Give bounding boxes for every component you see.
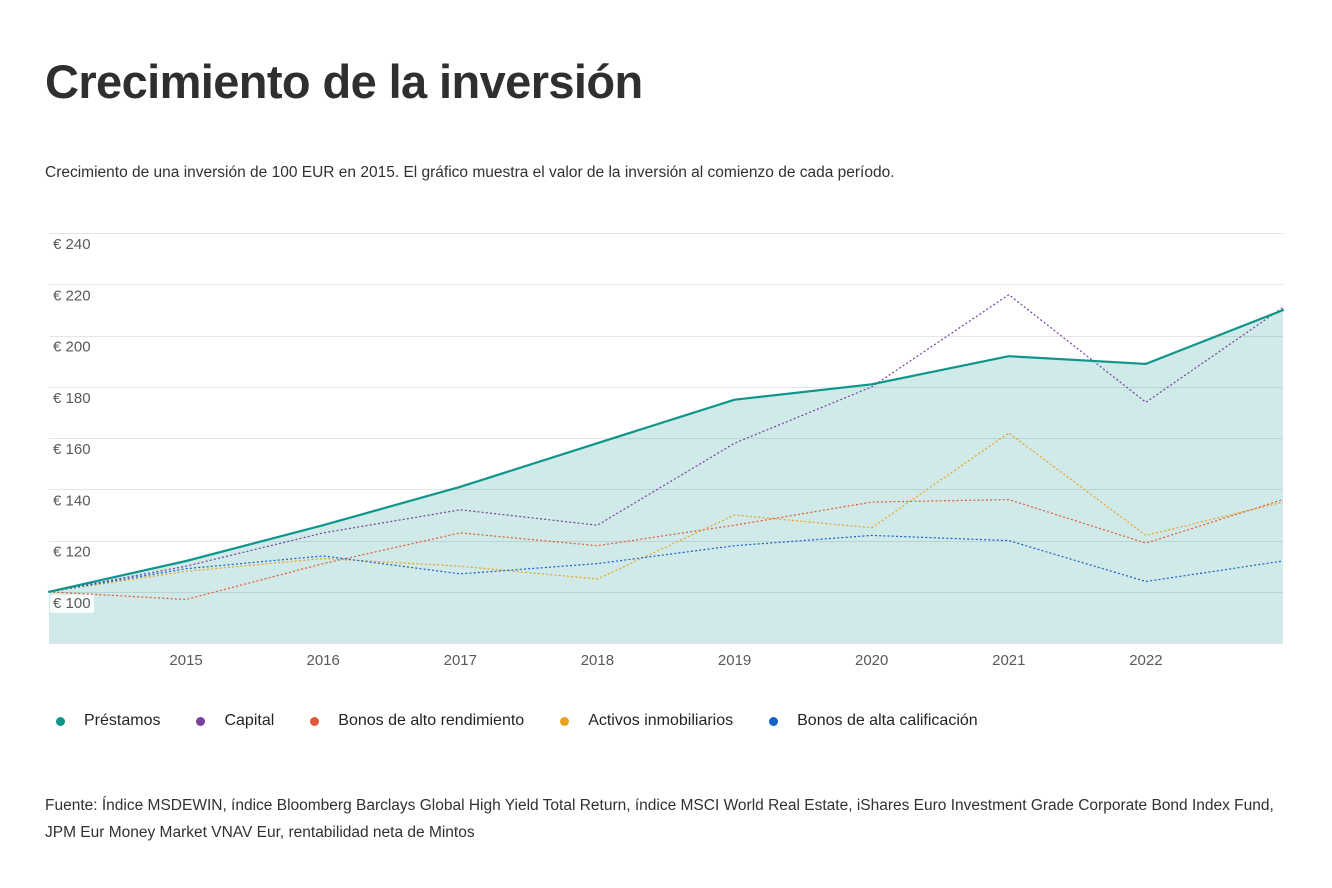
gridlines bbox=[49, 233, 1283, 644]
chart-legend: Préstamos Capital Bonos de alto rendimient… bbox=[56, 710, 1014, 732]
legend-item-3[interactable]: Activos inmobiliarios bbox=[560, 710, 733, 732]
y-tick-label: € 240 bbox=[53, 236, 91, 253]
x-tick-label: 2022 bbox=[1129, 652, 1162, 669]
chart-source-note: Fuente: Índice MSDEWIN, índice Bloomberg… bbox=[45, 797, 1274, 841]
axis-labels: € 100 € 120 € 140 € 160 € 180 € 200 € 220 € 240… bbox=[50, 236, 1163, 669]
x-tick-label: 2018 bbox=[581, 652, 614, 669]
y-tick-label: € 200 bbox=[53, 339, 91, 356]
y-tick-label: € 120 bbox=[53, 544, 91, 561]
legend-item-4[interactable]: Bonos de alta calificación bbox=[769, 710, 978, 732]
y-tick-label: € 100 bbox=[53, 595, 91, 612]
x-tick-label: 2019 bbox=[718, 652, 751, 669]
series-2-line bbox=[48, 499, 1284, 601]
chart-title: Crecimiento de la inversión bbox=[45, 55, 643, 108]
area-layer bbox=[49, 310, 1283, 643]
y-tick-label: € 220 bbox=[53, 288, 91, 305]
chart-subtitle: Crecimiento de una inversión de 100 EUR … bbox=[45, 164, 895, 181]
legend-dot-icon bbox=[310, 716, 320, 726]
y-tick-label: € 160 bbox=[53, 441, 91, 458]
x-tick-label: 2017 bbox=[444, 652, 477, 669]
series-0-area bbox=[49, 310, 1283, 643]
y-tick-label: € 140 bbox=[53, 492, 91, 509]
legend-label: Capital bbox=[224, 712, 275, 729]
legend-item-1[interactable]: Capital bbox=[196, 710, 274, 732]
legend-label: Activos inmobiliarios bbox=[588, 712, 734, 729]
legend-label: Bonos de alto rendimiento bbox=[338, 712, 525, 729]
y-tick-label: € 180 bbox=[53, 390, 91, 407]
y-tick-label-bg bbox=[50, 594, 94, 613]
legend-label: Préstamos bbox=[84, 712, 161, 729]
x-tick-label: 2021 bbox=[992, 652, 1025, 669]
series-4-line bbox=[48, 534, 1284, 593]
x-tick-label: 2016 bbox=[307, 652, 340, 669]
legend-item-2[interactable]: Bonos de alto rendimiento bbox=[310, 710, 524, 732]
series-0-line-prestamos bbox=[47, 309, 1285, 593]
investment-growth-chart: € 100 € 120 € 140 € 160 € 180 € 200 € 220 € 240… bbox=[47, 233, 1285, 669]
legend-dot-icon bbox=[560, 716, 570, 726]
legend-label: Bonos de alta calificación bbox=[797, 712, 978, 729]
legend-dot-icon bbox=[56, 716, 65, 726]
series-3-line bbox=[48, 432, 1284, 593]
legend-dot-icon bbox=[196, 716, 206, 726]
series-layer bbox=[47, 294, 1285, 601]
series-1-line bbox=[48, 294, 1284, 593]
x-tick-label: 2015 bbox=[169, 652, 202, 669]
legend-item-0[interactable]: Préstamos bbox=[56, 710, 160, 732]
x-tick-label: 2020 bbox=[855, 652, 888, 669]
legend-dot-icon bbox=[769, 716, 779, 726]
